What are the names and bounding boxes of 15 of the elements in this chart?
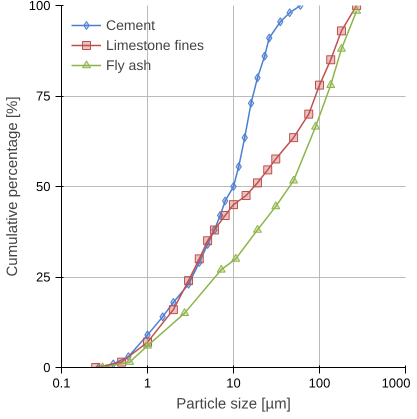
x-tick-label: 10 bbox=[226, 376, 241, 390]
x-axis-title: Particle size [µm] bbox=[176, 396, 291, 412]
y-tick-label: 0 bbox=[43, 360, 51, 375]
legend-label: Cement bbox=[106, 17, 156, 33]
y-tick-label: 25 bbox=[36, 270, 51, 284]
y-axis-title: Cumulative percentage [%] bbox=[4, 96, 21, 277]
legend-label: Limestone fines bbox=[106, 37, 204, 53]
x-tick-label: 100 bbox=[308, 376, 330, 390]
x-tick-label: 0.1 bbox=[52, 376, 71, 390]
y-tick-label: 50 bbox=[36, 179, 51, 194]
legend-label: Fly ash bbox=[106, 57, 152, 73]
x-tick-label: 1 bbox=[144, 376, 152, 390]
y-tick-label: 100 bbox=[28, 0, 51, 13]
x-tick-label: 1000 bbox=[382, 376, 410, 390]
y-tick-label: 75 bbox=[36, 88, 51, 104]
